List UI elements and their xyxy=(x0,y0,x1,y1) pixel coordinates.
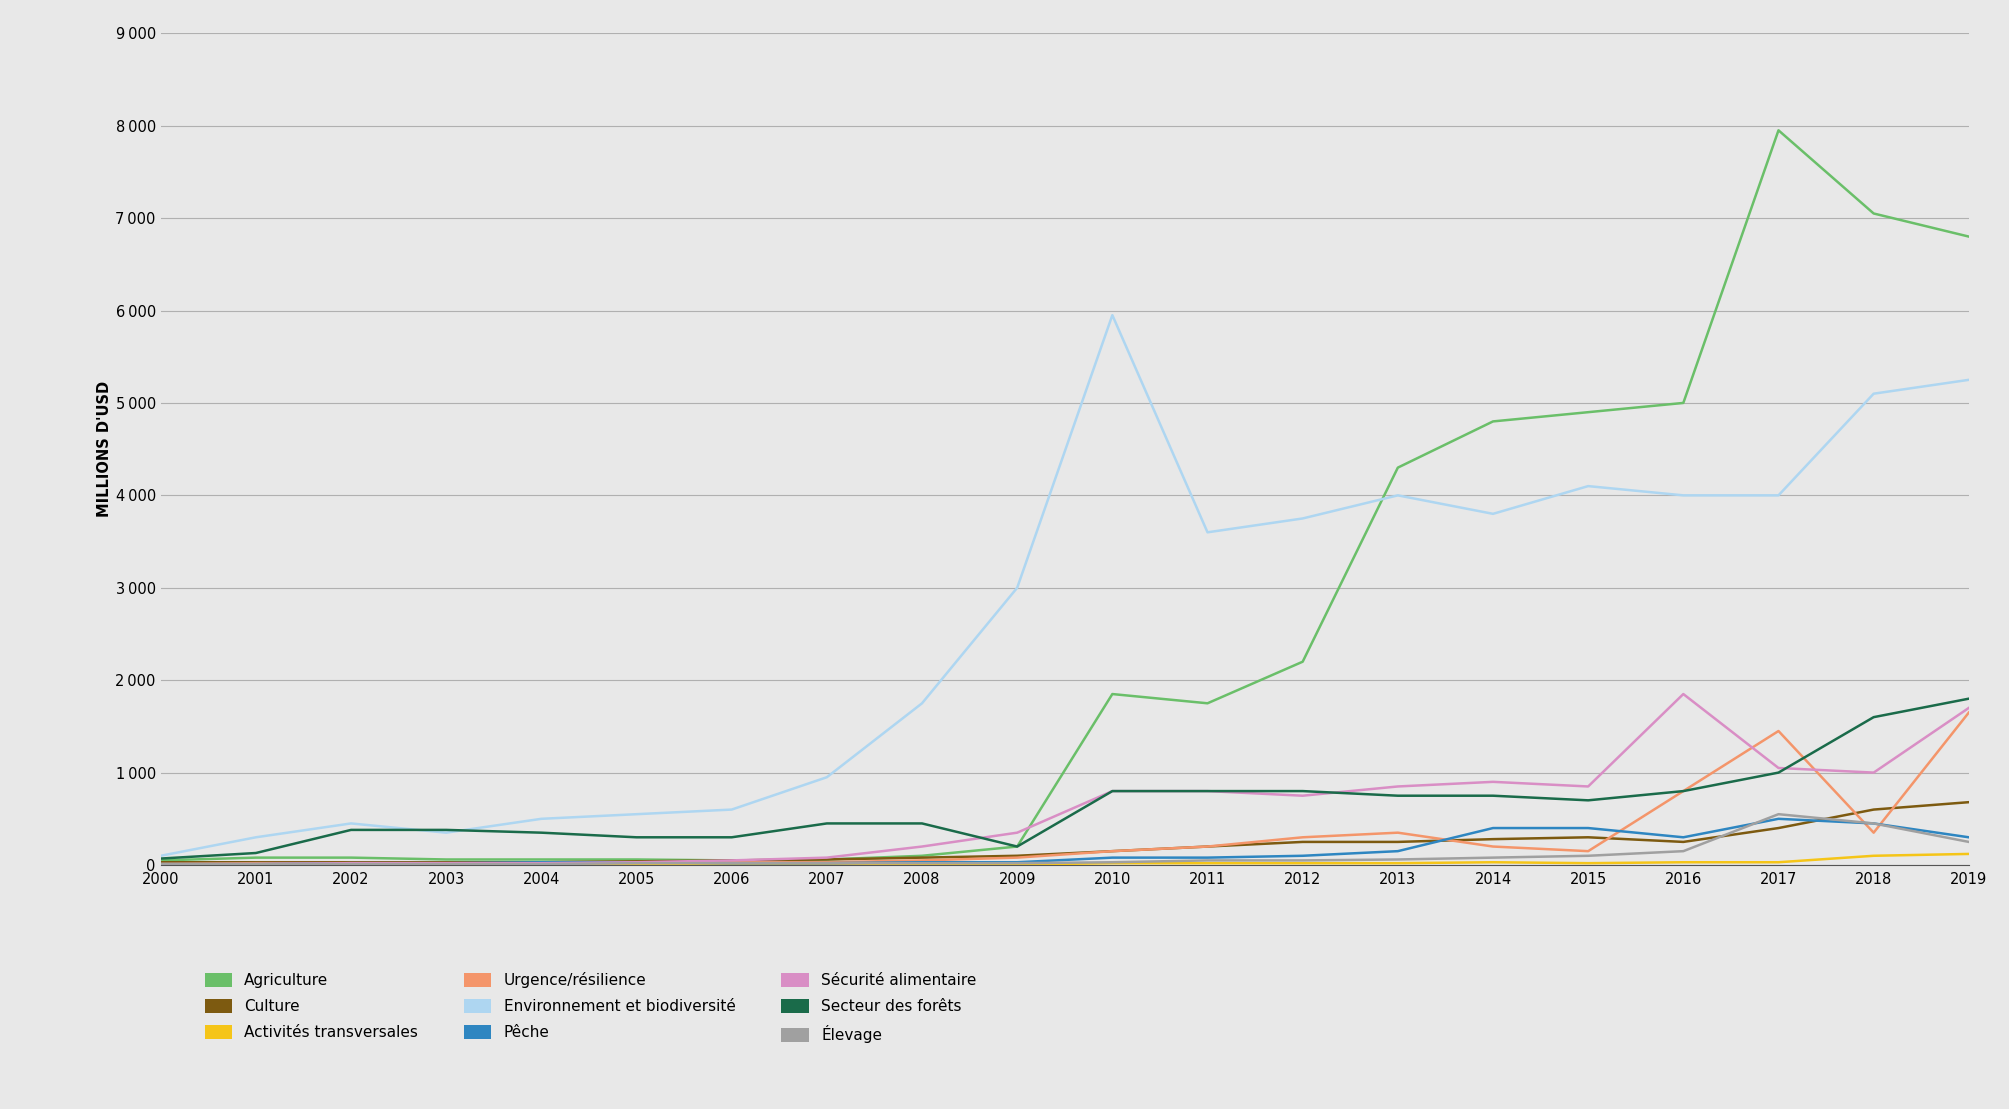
Y-axis label: MILLIONS D'USD: MILLIONS D'USD xyxy=(96,381,113,517)
Legend: Agriculture, Culture, Activités transversales, Urgence/résilience, Environnement: Agriculture, Culture, Activités transver… xyxy=(205,973,976,1042)
